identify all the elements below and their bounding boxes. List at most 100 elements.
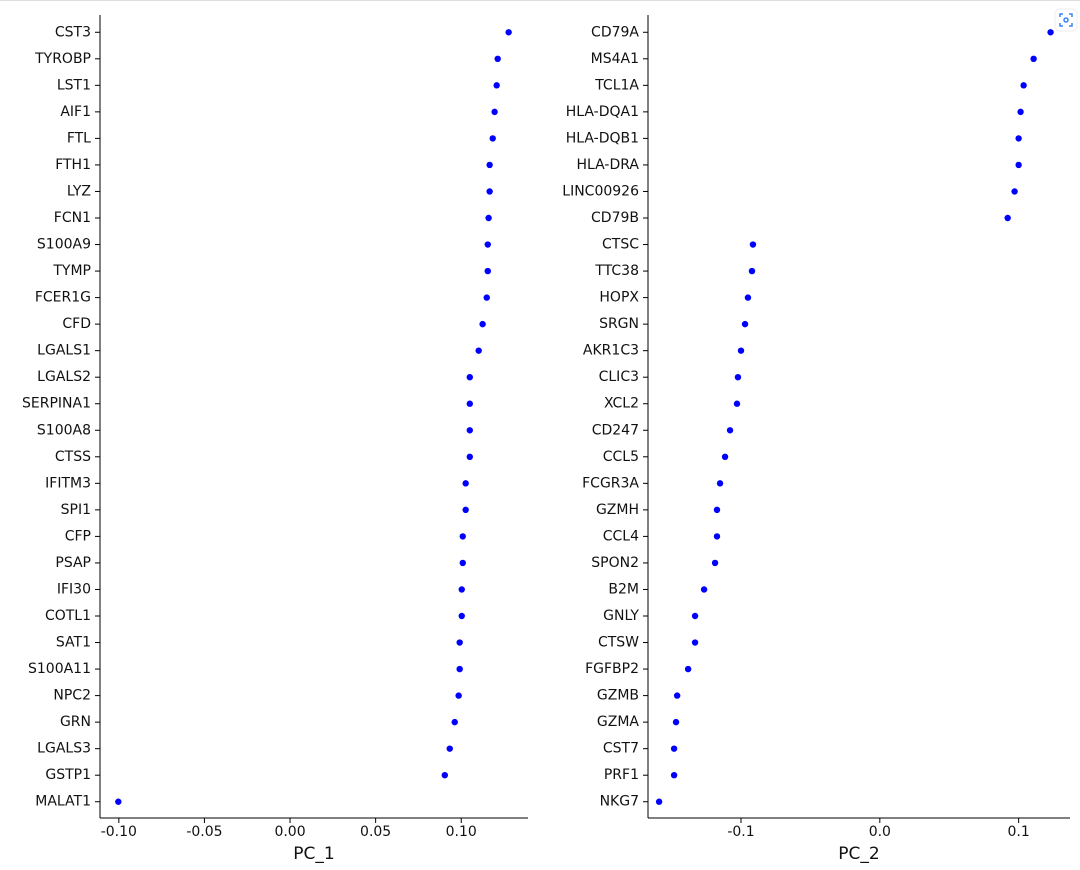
- dot: [670, 745, 678, 752]
- dot: [451, 718, 458, 726]
- y-tick-label: TCL1A: [594, 77, 639, 93]
- y-tick-label: FCER1G: [35, 290, 91, 306]
- dot: [484, 241, 491, 248]
- y-tick-label: LINC00926: [562, 183, 639, 199]
- dot: [655, 798, 663, 805]
- dot: [749, 241, 757, 248]
- dot: [486, 188, 493, 195]
- x-tick-label: 0.0: [869, 824, 891, 840]
- y-tick-label: CTSC: [602, 237, 639, 253]
- screenshot-icon[interactable]: [1054, 8, 1078, 32]
- dot: [1030, 55, 1037, 62]
- x-tick-label: 0.10: [446, 824, 477, 840]
- y-tick-label: IFITM3: [45, 475, 91, 491]
- y-tick-label: CD79B: [591, 210, 639, 226]
- x-tick-label: -0.10: [101, 824, 137, 840]
- y-tick-label: CFP: [65, 528, 91, 544]
- y-tick-label: SERPINA1: [22, 396, 91, 412]
- dot: [672, 718, 680, 726]
- dot: [741, 320, 749, 328]
- dot: [691, 639, 699, 646]
- dot: [1015, 135, 1022, 142]
- dot: [459, 533, 466, 540]
- y-tick-label: NPC2: [53, 688, 91, 704]
- dot: [486, 161, 493, 169]
- y-tick-label: S100A9: [37, 237, 91, 253]
- dot: [483, 294, 490, 301]
- dot: [1015, 161, 1022, 169]
- y-tick-label: GSTP1: [45, 767, 91, 783]
- y-tick-label: B2M: [608, 581, 639, 597]
- dot: [462, 480, 469, 487]
- dot: [1017, 108, 1024, 116]
- dot: [441, 772, 448, 779]
- y-tick-label: FCGR3A: [582, 475, 639, 491]
- y-tick-label: AIF1: [60, 104, 91, 120]
- y-tick-label: FGFBP2: [585, 661, 639, 677]
- y-tick-label: HLA-DQA1: [566, 104, 639, 120]
- dot: [494, 55, 501, 62]
- dot: [1020, 82, 1027, 89]
- y-tick-label: AKR1C3: [583, 343, 639, 359]
- dot: [733, 400, 741, 407]
- y-tick-label: S100A8: [37, 422, 91, 438]
- dot: [466, 374, 473, 381]
- y-tick-label: S100A11: [28, 661, 91, 677]
- y-tick-label: CD79A: [591, 24, 639, 40]
- y-tick-label: MALAT1: [35, 794, 91, 810]
- y-tick-label: TYMP: [52, 263, 91, 279]
- dot: [458, 586, 465, 593]
- dot: [713, 533, 721, 540]
- y-tick-label: LGALS1: [37, 343, 91, 359]
- y-tick-label: CLIC3: [599, 369, 639, 385]
- dot: [466, 427, 473, 434]
- y-tick-label: PSAP: [55, 555, 91, 571]
- dot: [721, 453, 729, 460]
- y-tick-label: LGALS3: [37, 741, 91, 757]
- dot: [484, 267, 491, 275]
- y-tick-label: NKG7: [600, 794, 639, 810]
- dot: [458, 612, 465, 620]
- dot: [456, 639, 463, 646]
- dot: [485, 214, 492, 222]
- y-tick-label: MS4A1: [591, 51, 639, 67]
- dot: [455, 692, 462, 699]
- y-tick-label: SPI1: [61, 502, 91, 518]
- y-tick-label: CTSS: [55, 449, 91, 465]
- x-tick-label: 0.05: [360, 824, 391, 840]
- y-tick-label: CD247: [592, 422, 639, 438]
- y-tick-label: LYZ: [67, 183, 91, 199]
- y-tick-label: CFD: [62, 316, 91, 332]
- y-tick-label: HOPX: [599, 290, 639, 306]
- y-tick-label: PRF1: [604, 767, 639, 783]
- dot: [466, 400, 473, 407]
- dot: [734, 374, 742, 381]
- y-tick-label: GZMB: [597, 688, 639, 704]
- y-tick-label: GRN: [60, 714, 91, 730]
- dot: [713, 506, 721, 514]
- dot: [491, 108, 498, 116]
- y-tick-label: GZMH: [596, 502, 639, 518]
- y-tick-label: SRGN: [599, 316, 639, 332]
- dot: [700, 586, 708, 593]
- y-tick-label: LGALS2: [37, 369, 91, 385]
- y-tick-label: FCN1: [54, 210, 91, 226]
- y-tick-label: GZMA: [597, 714, 640, 730]
- x-tick-label: -0.05: [186, 824, 222, 840]
- y-tick-label: SPON2: [591, 555, 639, 571]
- x-tick-label: -0.1: [727, 824, 754, 840]
- y-tick-label: COTL1: [45, 608, 91, 624]
- x-axis-label: PC_1: [293, 844, 334, 864]
- x-tick-label: 0.00: [274, 824, 305, 840]
- dot: [1047, 29, 1054, 36]
- y-tick-label: TYROBP: [34, 51, 91, 67]
- y-tick-label: CST3: [55, 24, 91, 40]
- dot: [479, 320, 486, 328]
- dot: [744, 294, 752, 301]
- y-tick-label: HLA-DRA: [577, 157, 640, 173]
- dot: [716, 480, 724, 487]
- dot: [670, 772, 678, 779]
- dot: [115, 798, 122, 805]
- dot: [1011, 188, 1018, 195]
